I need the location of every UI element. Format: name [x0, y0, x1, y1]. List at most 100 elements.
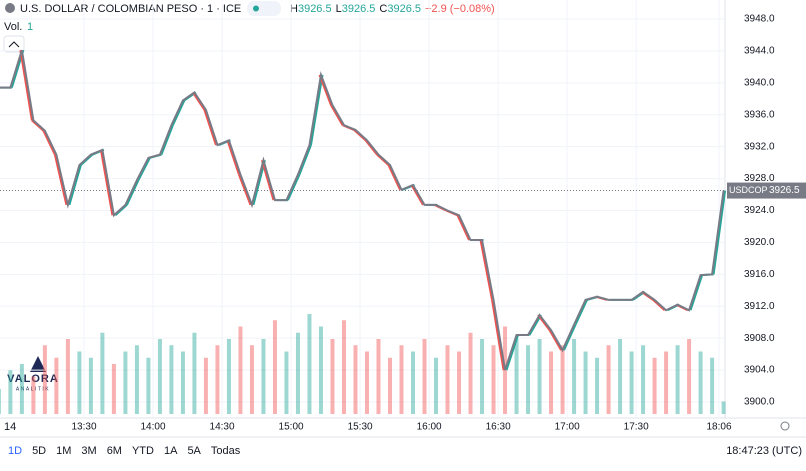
volume-bar	[54, 357, 59, 414]
price-segment	[318, 74, 332, 106]
ohlc-l-label: L	[336, 3, 342, 15]
price-segment	[172, 99, 186, 126]
price-segment	[528, 314, 542, 336]
volume-bar	[157, 339, 162, 414]
volume-bar	[330, 339, 335, 414]
price-segment	[80, 153, 94, 166]
price-segment	[574, 299, 588, 326]
price-segment	[563, 324, 577, 351]
volume-bar	[261, 339, 266, 414]
y-tick-label: 3936.0	[744, 109, 775, 120]
price-segment	[456, 214, 470, 241]
price-segment	[31, 119, 45, 132]
price-segment	[652, 299, 666, 311]
price-segment	[126, 179, 140, 206]
volume-bar	[572, 339, 577, 414]
x-tick-label: 17:00	[555, 422, 580, 433]
volume-bar	[560, 345, 565, 414]
volume-bar	[134, 345, 139, 414]
volume-bar	[434, 357, 439, 414]
volume-bar	[31, 376, 36, 414]
ohlc-c: 3926.5	[387, 3, 421, 15]
status-badge	[247, 1, 281, 16]
volume-bar	[42, 345, 47, 414]
price-segment	[353, 129, 367, 142]
volume-bar	[295, 332, 300, 414]
volume-bar	[123, 351, 128, 414]
x-tick-label: 13:30	[71, 422, 96, 433]
price-segment	[68, 164, 82, 206]
last-value: 3926.5	[769, 185, 800, 196]
logo-sub: ANALITIK	[16, 386, 50, 392]
volume-bar	[272, 320, 277, 414]
y-tick-label: 3928.0	[744, 173, 775, 184]
volume-bar	[307, 314, 312, 414]
price-segment	[252, 159, 266, 206]
price-segment	[192, 91, 206, 111]
price-segment	[238, 174, 252, 206]
volume-bar	[376, 339, 381, 414]
settings-icon[interactable]	[780, 421, 790, 431]
volume-bar	[675, 345, 680, 414]
range-button[interactable]: 6M	[107, 445, 122, 457]
volume-bar	[641, 345, 646, 414]
volume-bar	[422, 339, 427, 414]
collapse-button[interactable]	[3, 35, 25, 53]
volume-bar	[698, 351, 703, 414]
ohlc-c-label: C	[379, 3, 387, 15]
price-segment	[364, 139, 378, 156]
last-symbol: USDCOP	[729, 185, 768, 195]
price-segment	[309, 74, 324, 146]
range-button[interactable]: 5D	[32, 445, 46, 457]
volume-bar	[226, 339, 231, 414]
range-button[interactable]: 1A	[164, 445, 178, 457]
y-tick-label: 3904.0	[744, 365, 775, 376]
range-button[interactable]: 1M	[56, 445, 71, 457]
volume-bar	[77, 351, 82, 414]
ohlc-h-label: H	[290, 3, 298, 15]
volume-bar	[203, 357, 208, 414]
price-segment	[287, 174, 301, 201]
volume-bar	[526, 345, 531, 414]
volume-bar	[0, 389, 1, 414]
volume-bar	[387, 357, 392, 414]
range-button[interactable]: Todas	[211, 445, 241, 457]
range-button[interactable]: 5A	[187, 445, 201, 457]
volume-bar	[238, 326, 243, 414]
volume-bar	[88, 357, 93, 414]
range-button[interactable]: 1D	[8, 445, 22, 457]
price-segment	[298, 144, 312, 175]
price-segment	[410, 184, 424, 206]
volume-bar	[652, 357, 657, 414]
volume-bar	[595, 357, 600, 414]
volume-bar	[537, 339, 542, 414]
logo-icon	[30, 356, 46, 372]
price-segment	[491, 299, 505, 371]
y-tick-label: 3924.0	[744, 205, 775, 216]
date-label: 14	[4, 421, 16, 433]
price-segment	[114, 204, 128, 217]
range-button[interactable]: YTD	[132, 445, 154, 457]
volume-bar	[549, 351, 554, 414]
price-segment	[387, 164, 401, 191]
price-segment	[689, 274, 704, 311]
x-tick-label: 14:30	[210, 422, 235, 433]
range-button[interactable]: 3M	[81, 445, 96, 457]
clock: 18:47:23 (UTC)	[726, 445, 802, 457]
x-tick-label: 14:00	[141, 422, 166, 433]
symbol-icon	[5, 3, 15, 13]
volume-bar	[318, 326, 323, 414]
price-segment	[712, 190, 727, 275]
price-segment	[19, 49, 33, 121]
volume-bar	[480, 339, 485, 414]
volume-bar	[192, 332, 197, 414]
status-dot	[253, 5, 259, 12]
volume-bar	[353, 345, 358, 414]
ohlc-l: 3926.5	[342, 3, 376, 15]
volume-bar	[8, 370, 13, 414]
y-tick-label: 3908.0	[744, 333, 775, 344]
last-price-tag	[727, 182, 806, 199]
price-segment	[260, 159, 275, 201]
x-tick-label: 16:30	[486, 422, 511, 433]
